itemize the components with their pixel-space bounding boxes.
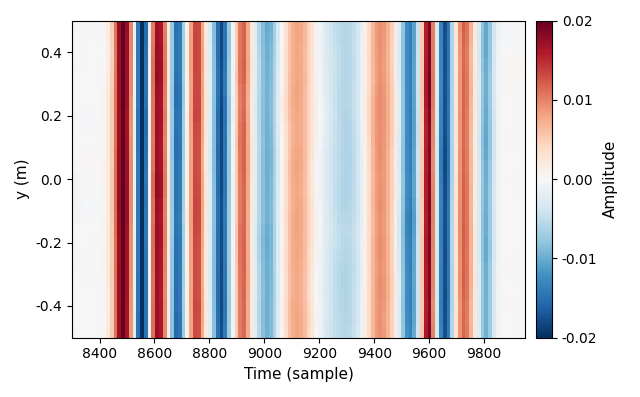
Y-axis label: Amplitude: Amplitude — [603, 140, 618, 218]
Y-axis label: y (m): y (m) — [15, 159, 30, 199]
X-axis label: Time (sample): Time (sample) — [244, 367, 354, 382]
